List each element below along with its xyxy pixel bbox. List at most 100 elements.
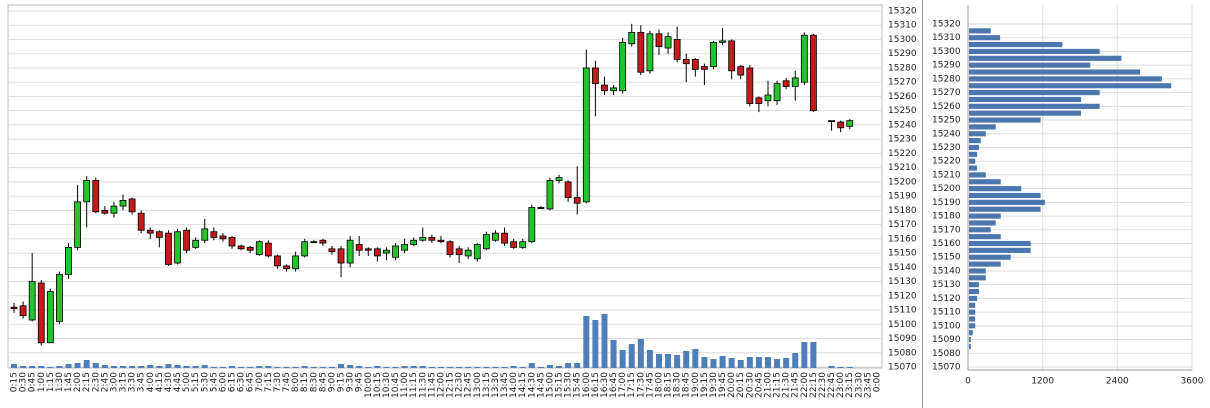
volume-bar xyxy=(38,366,45,368)
y-tick-label: 15210 xyxy=(932,170,961,180)
candle-body xyxy=(219,235,227,240)
x-tick-label: 1:30 xyxy=(55,372,65,392)
candle-body xyxy=(800,34,808,83)
candle-body xyxy=(346,239,354,264)
candle-body xyxy=(519,241,527,248)
profile-bar xyxy=(969,110,1081,116)
volume-bar xyxy=(583,316,590,368)
candle-body xyxy=(337,248,345,264)
x-tick-label: 3:00 xyxy=(109,372,119,392)
candle-body xyxy=(165,232,172,265)
candle-body xyxy=(364,248,372,251)
x-tick-label: 17:15 xyxy=(627,372,637,398)
candle-body xyxy=(37,282,45,344)
volume-bar xyxy=(537,367,544,368)
x-tick-label: 4:30 xyxy=(164,372,174,392)
x-tick-label: 21:00 xyxy=(763,372,773,398)
profile-bar xyxy=(969,288,979,295)
y-tick-label: 15240 xyxy=(888,120,917,130)
y-tick-label: 15280 xyxy=(888,63,917,73)
x-tick-label: 6:15 xyxy=(228,372,238,392)
x-tick-label: 9:30 xyxy=(346,372,356,392)
candle-body xyxy=(482,234,490,250)
candle-body xyxy=(619,41,627,92)
volume-bar xyxy=(101,365,108,368)
volume-bar xyxy=(129,366,136,368)
x-tick-label: 10:00 xyxy=(364,372,374,398)
candle-body xyxy=(201,228,209,241)
x-tick-label: 2:45 xyxy=(100,372,110,392)
candle-body xyxy=(846,120,854,127)
x-tick-label: 7:30 xyxy=(273,372,283,392)
x-tick-label: 0:30 xyxy=(19,372,29,392)
candle-body xyxy=(283,265,290,270)
volume-bar xyxy=(201,365,208,368)
candle-body xyxy=(255,241,263,255)
profile-bar xyxy=(969,90,1100,96)
volume-bar xyxy=(646,350,653,368)
y-tick-label: 15220 xyxy=(932,157,961,167)
y-tick-label: 15090 xyxy=(888,334,917,344)
volume-bar xyxy=(156,366,163,368)
candle-body xyxy=(791,77,799,87)
volume-bar xyxy=(29,366,36,368)
x-tick-label: 15:30 xyxy=(564,372,574,398)
x-tick-label: 19:00 xyxy=(691,372,701,398)
x-tick-label: 0 xyxy=(965,377,971,387)
profile-bar xyxy=(969,254,1011,260)
volume-bar xyxy=(419,366,426,368)
x-tick-label: 4:45 xyxy=(173,372,183,392)
y-tick-label: 15260 xyxy=(932,102,961,112)
volume-bar xyxy=(428,367,435,368)
x-tick-label: 8:30 xyxy=(309,372,319,392)
volume-bar xyxy=(710,359,717,368)
y-tick-label: 15290 xyxy=(888,49,917,59)
candle-body xyxy=(183,229,191,251)
candle-body xyxy=(210,231,218,238)
x-tick-label: 14:00 xyxy=(509,372,519,398)
x-tick-label: 3:30 xyxy=(128,372,138,392)
profile-bar xyxy=(969,227,991,233)
volume-bar xyxy=(374,366,381,368)
x-tick-label: 1200 xyxy=(1031,377,1054,387)
volume-bar xyxy=(292,367,299,368)
x-tick-label: 13:45 xyxy=(500,372,510,398)
x-tick-label: 17:45 xyxy=(645,372,655,398)
x-tick-label: 23:45 xyxy=(863,372,873,398)
profile-bar xyxy=(969,220,996,226)
volume-bar xyxy=(174,365,181,368)
profile-bar xyxy=(969,76,1162,82)
x-tick-label: 19:45 xyxy=(718,372,728,398)
y-tick-label: 15170 xyxy=(888,220,917,230)
volume-bar xyxy=(410,366,417,368)
x-tick-label: 12:45 xyxy=(464,372,474,398)
volume-bar xyxy=(65,364,72,368)
volume-bar xyxy=(219,367,226,368)
volume-bar xyxy=(274,367,281,368)
y-tick-label: 15190 xyxy=(888,192,917,202)
volume-bar xyxy=(265,366,272,368)
volume-bar xyxy=(764,357,771,368)
candle-body xyxy=(46,291,54,344)
x-tick-label: 22:30 xyxy=(818,372,828,398)
profile-bar xyxy=(969,282,979,288)
x-tick-label: 9:45 xyxy=(355,372,365,392)
x-tick-label: 0:15 xyxy=(10,372,20,392)
profile-bar xyxy=(969,323,976,329)
x-tick-label: 19:30 xyxy=(709,372,719,398)
candle-body xyxy=(155,231,163,238)
volume-bar xyxy=(192,366,199,368)
volume-bar xyxy=(701,357,708,368)
x-tick-label: 12:30 xyxy=(455,372,465,398)
x-tick-label: 11:30 xyxy=(418,372,428,398)
profile-bar xyxy=(969,144,979,151)
candle-body xyxy=(74,201,81,248)
candle-body xyxy=(19,305,27,317)
y-tick-label: 15310 xyxy=(932,33,961,43)
volume-bar xyxy=(519,367,526,368)
candle-body xyxy=(237,245,245,250)
volume-bar xyxy=(601,314,608,368)
x-tick-label: 22:00 xyxy=(800,372,810,398)
x-tick-label: 22:15 xyxy=(809,372,819,398)
